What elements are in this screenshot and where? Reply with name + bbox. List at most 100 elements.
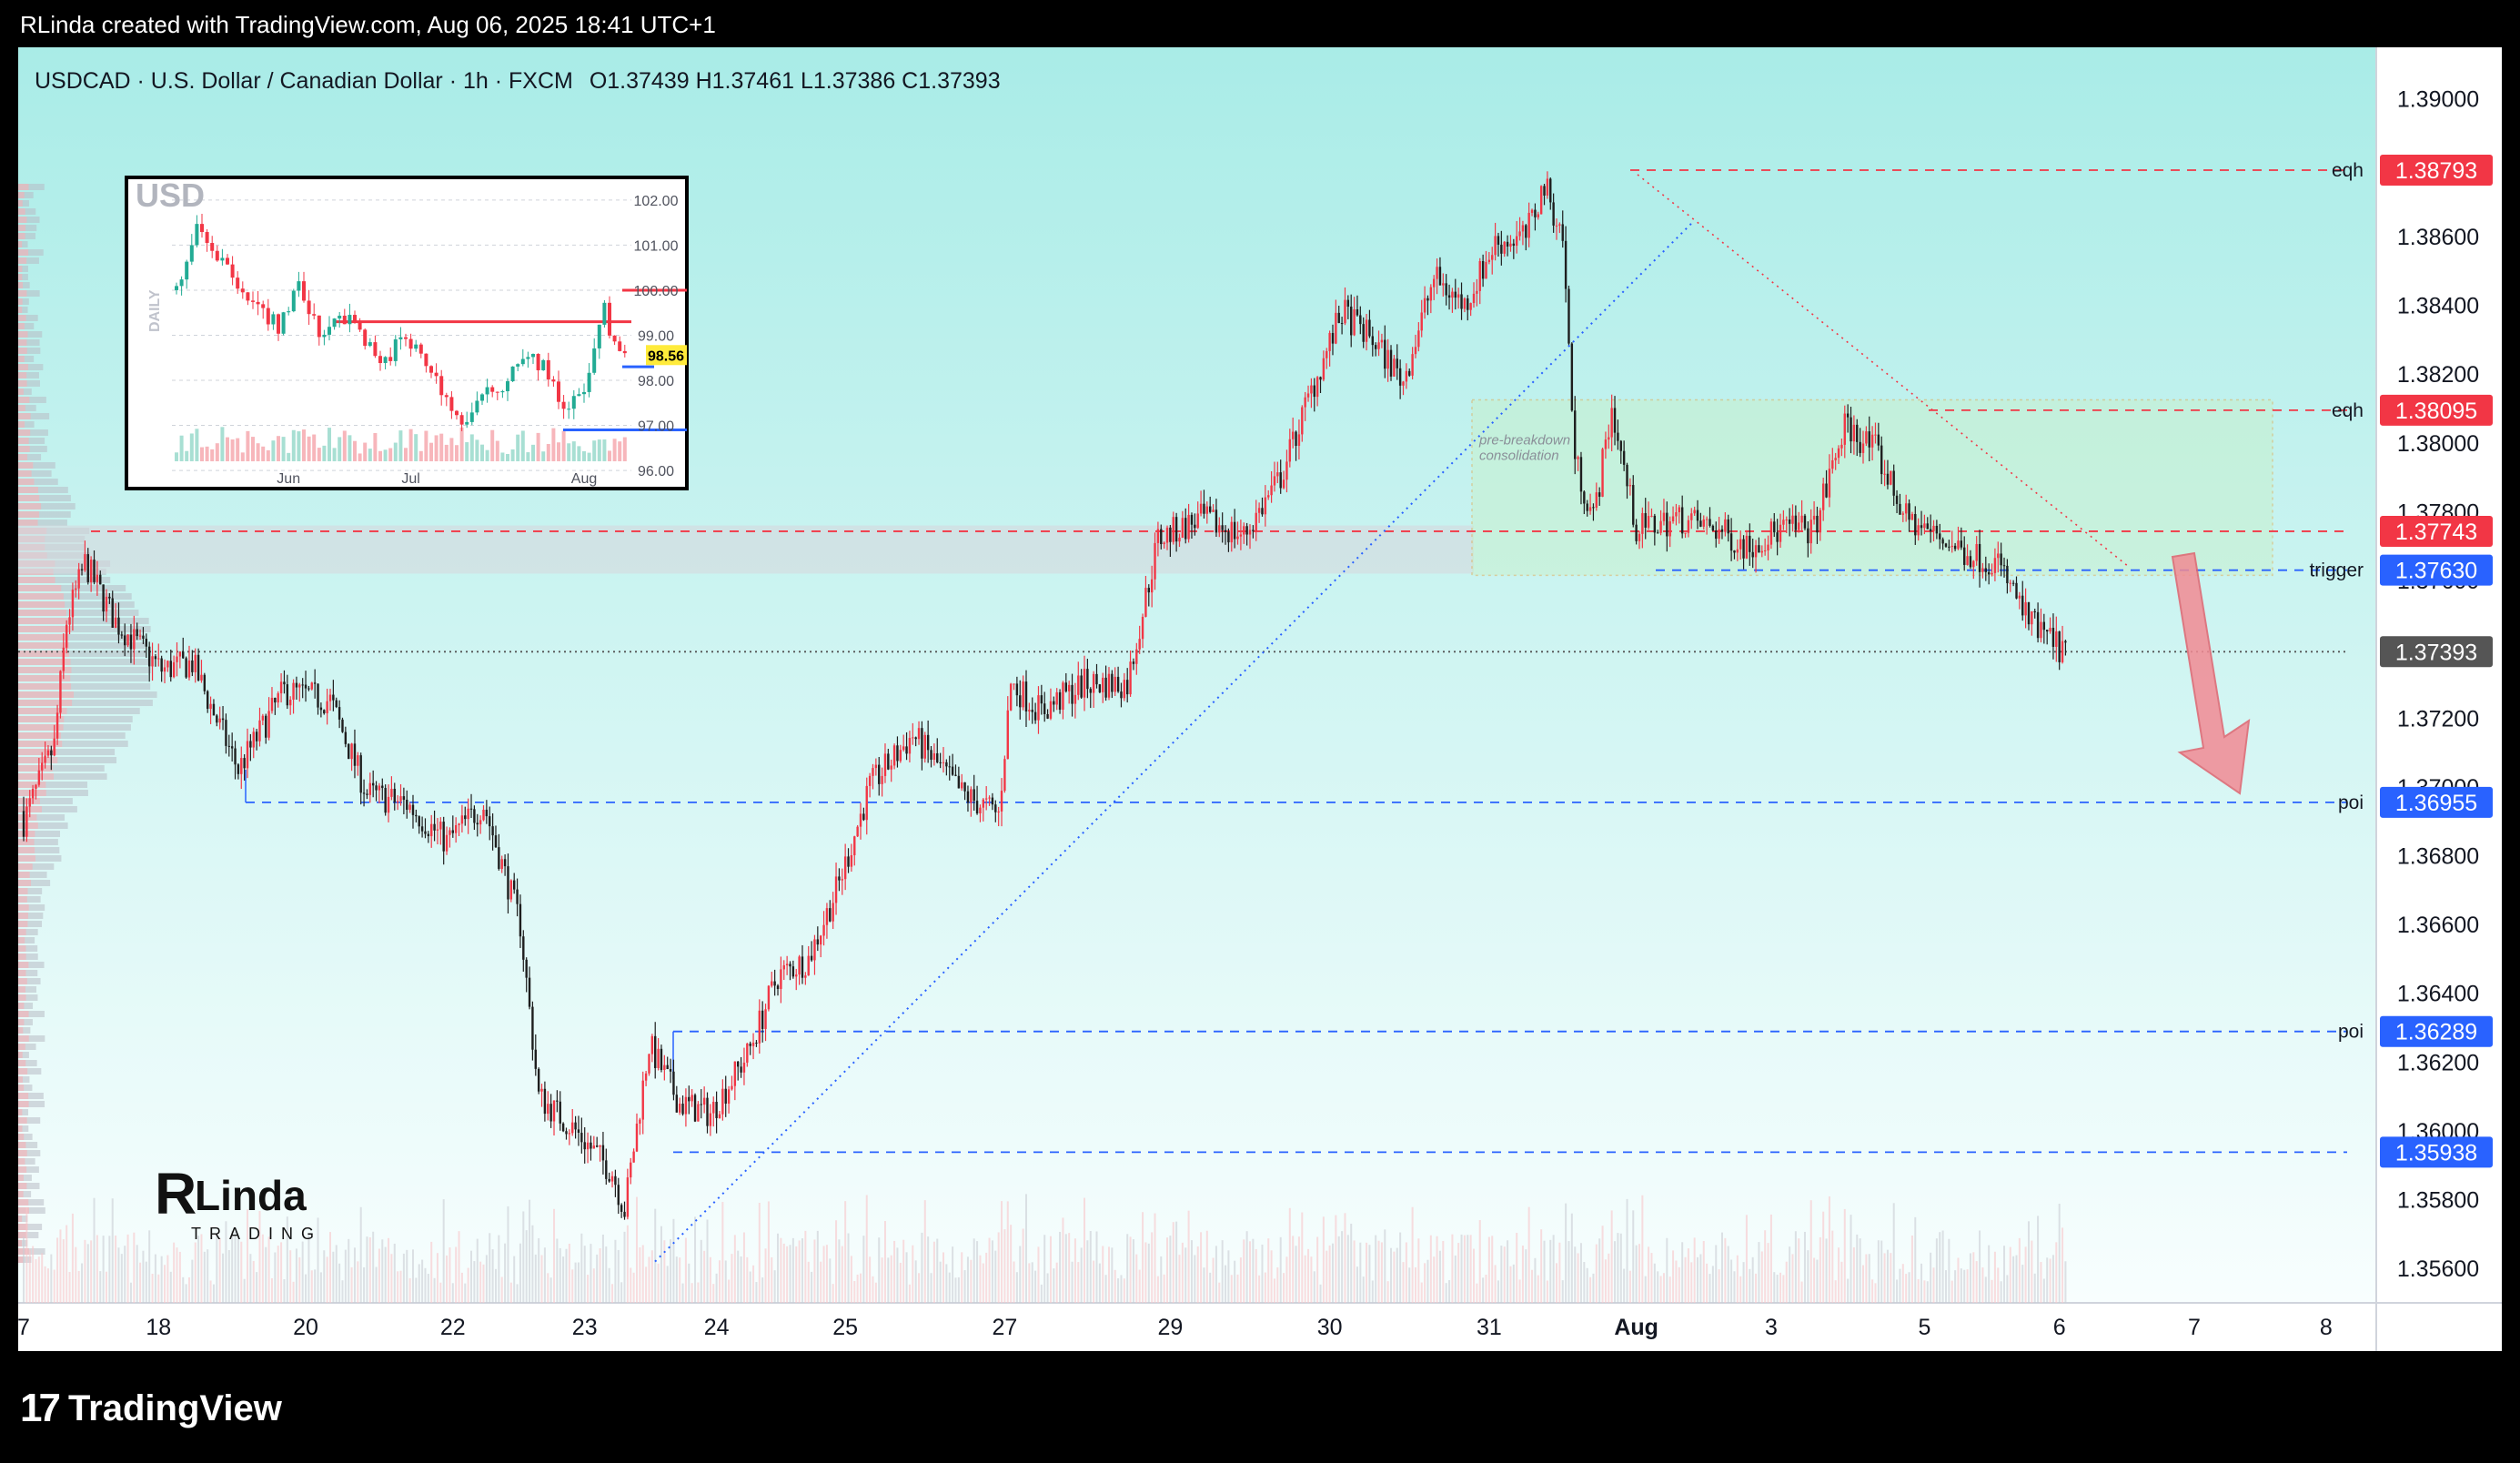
candle bbox=[841, 868, 843, 895]
candle bbox=[89, 556, 93, 592]
volume-bar bbox=[945, 1264, 948, 1303]
profile-bar-sell bbox=[18, 454, 28, 460]
volume-bar bbox=[675, 1256, 678, 1303]
volume-bar bbox=[985, 1252, 988, 1303]
candle bbox=[583, 1126, 586, 1164]
volume-bar bbox=[455, 1246, 458, 1303]
candle bbox=[191, 650, 194, 677]
volume-bar bbox=[1950, 1280, 1953, 1303]
candle bbox=[543, 1081, 547, 1122]
volume-bar bbox=[874, 1282, 877, 1303]
candle bbox=[856, 824, 859, 838]
candle bbox=[295, 676, 298, 701]
volume-bar bbox=[1031, 1262, 1033, 1303]
candle bbox=[1530, 208, 1534, 217]
volume-bar bbox=[1997, 1267, 2000, 1303]
volume-bar bbox=[338, 1263, 341, 1303]
volume-bar bbox=[1399, 1232, 1402, 1303]
profile-bar-sell bbox=[18, 863, 33, 870]
candle bbox=[1758, 537, 1760, 553]
candle bbox=[568, 1129, 571, 1145]
volume-bar bbox=[1319, 1284, 1322, 1303]
profile-bar-sell bbox=[18, 413, 31, 419]
volume-bar bbox=[1791, 1254, 1794, 1303]
volume-bar bbox=[832, 1284, 834, 1303]
price-tag[interactable] bbox=[2380, 554, 2493, 586]
profile-bar bbox=[18, 683, 151, 690]
candle bbox=[1328, 330, 1331, 367]
volume-bar bbox=[449, 1247, 451, 1303]
volume-bar bbox=[1022, 1228, 1024, 1303]
volume-bar bbox=[25, 1206, 28, 1303]
volume-bar bbox=[670, 1239, 672, 1303]
candle bbox=[1991, 563, 1993, 577]
candle bbox=[1754, 540, 1758, 573]
price-tag[interactable] bbox=[2380, 154, 2493, 186]
falling-trendline[interactable] bbox=[1637, 174, 2130, 568]
candle bbox=[666, 1056, 669, 1070]
candle bbox=[1447, 284, 1451, 310]
candle bbox=[599, 1145, 601, 1162]
volume-bar bbox=[234, 1231, 237, 1303]
volume-bar bbox=[1666, 1237, 1668, 1303]
volume-bar bbox=[231, 1230, 234, 1303]
candle bbox=[988, 795, 991, 806]
volume-bar bbox=[1960, 1268, 1962, 1303]
candle bbox=[1046, 709, 1049, 720]
candle bbox=[1500, 230, 1503, 266]
candle bbox=[1111, 670, 1114, 699]
candle bbox=[359, 752, 362, 805]
price-tag[interactable] bbox=[2380, 786, 2493, 818]
usd-inset-chart[interactable]: 98.56 102.00101.00100.0099.0098.0097.009… bbox=[125, 176, 689, 490]
inset-candle bbox=[358, 318, 362, 332]
candle bbox=[344, 726, 348, 748]
candle bbox=[1963, 536, 1966, 571]
volume-bar bbox=[1840, 1261, 1843, 1303]
volume-bar bbox=[529, 1199, 531, 1303]
inset-candle bbox=[510, 366, 515, 382]
volume-bar bbox=[1037, 1246, 1040, 1303]
price-tag[interactable] bbox=[2380, 515, 2493, 547]
candle bbox=[1742, 535, 1745, 570]
candle bbox=[1086, 659, 1089, 699]
candle bbox=[954, 764, 957, 777]
candle bbox=[424, 818, 427, 839]
volume-bar bbox=[1454, 1255, 1457, 1303]
candle bbox=[105, 589, 108, 622]
candle bbox=[1194, 513, 1196, 536]
inset-candle bbox=[236, 271, 240, 294]
candle bbox=[1212, 504, 1215, 512]
price-tag[interactable] bbox=[2380, 636, 2493, 668]
profile-bar-sell bbox=[18, 1101, 29, 1107]
inset-volume-bar bbox=[587, 452, 591, 461]
candle bbox=[1978, 530, 1981, 588]
candle bbox=[1690, 508, 1693, 530]
volume-bar bbox=[1053, 1268, 1055, 1303]
candle bbox=[1767, 535, 1769, 560]
volume-bar bbox=[1077, 1262, 1080, 1303]
profile-bar bbox=[18, 225, 37, 231]
volume-bar bbox=[1249, 1241, 1251, 1303]
inset-candle bbox=[261, 300, 266, 319]
inset-candle bbox=[388, 347, 393, 366]
main-chart-container[interactable]: pre-breakdown consolidation 1.39000 1.3860… bbox=[17, 47, 2502, 1351]
candle bbox=[1184, 508, 1187, 544]
rising-trendline[interactable] bbox=[654, 222, 1693, 1263]
volume-bar bbox=[1809, 1200, 1812, 1303]
candle bbox=[1478, 257, 1481, 305]
price-tag[interactable] bbox=[2380, 1015, 2493, 1047]
price-tag-value: 1.37630 bbox=[2395, 559, 2477, 584]
volume-bar bbox=[270, 1277, 273, 1303]
profile-bar-sell bbox=[18, 520, 38, 526]
candle bbox=[1932, 520, 1935, 542]
profile-bar-sell bbox=[18, 896, 27, 903]
tradingview-brand[interactable]: 17 TradingView bbox=[20, 1386, 282, 1431]
price-tag[interactable] bbox=[2380, 1136, 2493, 1168]
tradingview-logo-icon: 17 bbox=[20, 1386, 61, 1430]
price-tag[interactable] bbox=[2380, 394, 2493, 426]
volume-bars bbox=[23, 1194, 2067, 1303]
y-tick-label: 1.36200 bbox=[2397, 1050, 2479, 1075]
candle bbox=[252, 727, 255, 759]
candle bbox=[277, 691, 279, 708]
